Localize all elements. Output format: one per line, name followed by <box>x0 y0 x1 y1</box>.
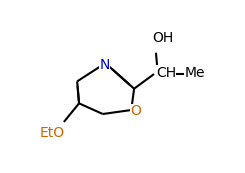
Text: EtO: EtO <box>40 126 65 140</box>
Text: Me: Me <box>184 66 205 80</box>
Text: O: O <box>131 104 141 118</box>
Text: OH: OH <box>152 31 173 45</box>
Text: N: N <box>99 58 110 72</box>
Text: CH: CH <box>156 66 176 80</box>
